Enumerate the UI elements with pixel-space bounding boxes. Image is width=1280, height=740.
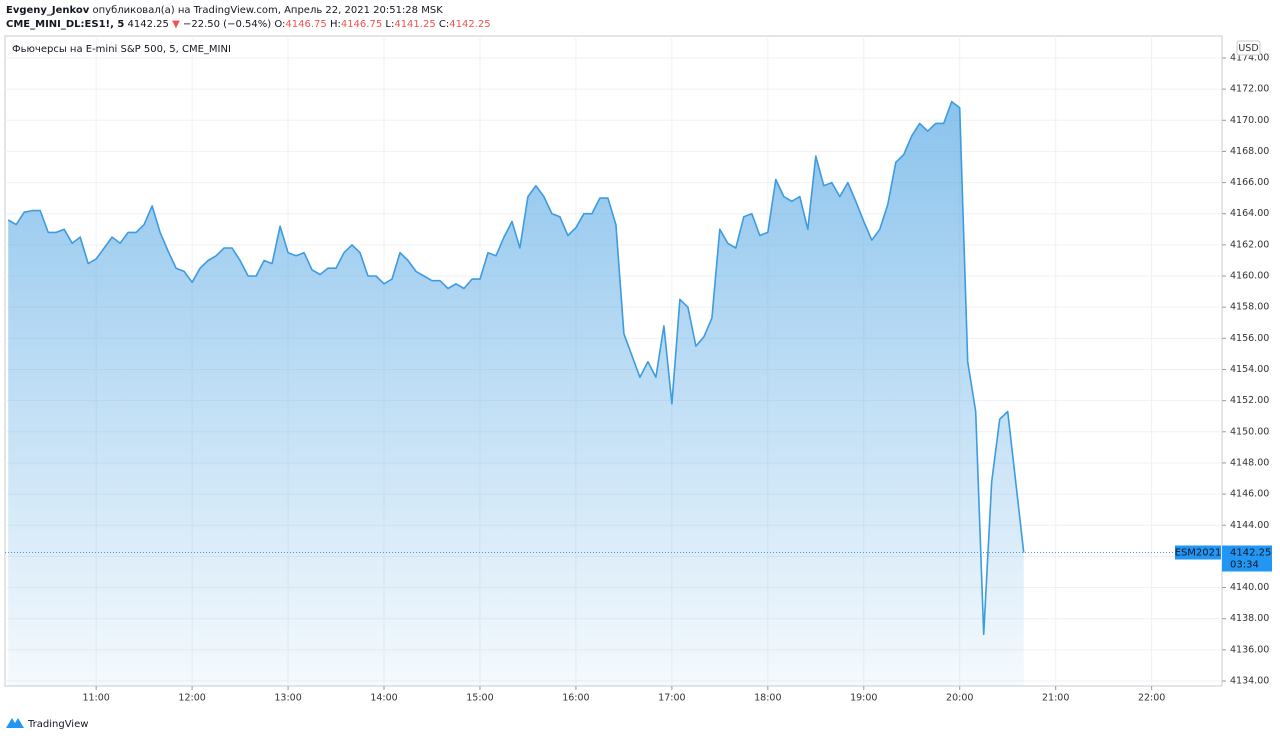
l: 4141.25 (394, 19, 435, 30)
price-label: 4142.25 (1230, 548, 1271, 559)
y-tick-label: 4136.00 (1230, 644, 1269, 655)
y-tick-label: 4144.00 (1230, 520, 1269, 531)
y-tick-label: 4160.00 (1230, 271, 1269, 282)
x-tick-label: 15:00 (466, 693, 493, 704)
symbol-tag (1175, 545, 1221, 560)
c-label: C: (439, 19, 449, 30)
x-tick-label: 19:00 (850, 693, 877, 704)
c: 4142.25 (449, 19, 490, 30)
y-tick-label: 4146.00 (1230, 489, 1269, 500)
o-label: O: (274, 19, 285, 30)
o: 4146.75 (285, 19, 326, 30)
y-tick-label: 4150.00 (1230, 426, 1269, 437)
y-tick-label: 4148.00 (1230, 457, 1269, 468)
y-tick-label: 4154.00 (1230, 364, 1269, 375)
change: −22.50 (−0.54%) (183, 19, 271, 30)
y-tick-label: 4134.00 (1230, 676, 1269, 687)
symbol: CME_MINI_DL:ES1!, 5 (6, 19, 124, 30)
brand: TradingView (27, 719, 88, 730)
x-tick-label: 21:00 (1042, 693, 1069, 704)
y-tick-label: 4158.00 (1230, 302, 1269, 313)
y-tick-label: 4172.00 (1230, 84, 1269, 95)
currency-box (1236, 40, 1261, 56)
y-tick-label: 4168.00 (1230, 146, 1269, 157)
x-tick-label: 18:00 (754, 693, 781, 704)
header-line1: Evgeny_Jenkov опубликовал(а) на TradingV… (6, 5, 443, 16)
x-tick-label: 20:00 (946, 693, 973, 704)
x-tick-label: 11:00 (82, 693, 109, 704)
currency: USD (1238, 43, 1258, 54)
area-fill (8, 101, 1024, 687)
price: 4142.25 (128, 19, 169, 30)
y-tick-label: 4174.00 (1230, 52, 1269, 63)
published: опубликовал(а) на TradingView.com, Апрел… (93, 5, 444, 16)
y-tick-label: 4166.00 (1230, 177, 1269, 188)
chart-title: Фьючерсы на E-mini S&P 500, 5, CME_MINI (12, 44, 231, 55)
x-tick-label: 13:00 (274, 693, 301, 704)
x-tick-label: 12:00 (178, 693, 205, 704)
symbol-label: ESM2021 (1175, 548, 1222, 559)
x-tick-label: 16:00 (562, 693, 589, 704)
y-tick-label: 4152.00 (1230, 395, 1269, 406)
y-tick-label: 4162.00 (1230, 239, 1269, 250)
logo (6, 718, 24, 728)
countdown-label: 03:34 (1230, 560, 1259, 571)
y-tick-label: 4140.00 (1230, 582, 1269, 593)
author: Evgeny_Jenkov (6, 5, 90, 16)
l-label: L: (385, 19, 394, 30)
y-tick-label: 4138.00 (1230, 613, 1269, 624)
h-label: H: (330, 19, 341, 30)
y-tick-label: 4170.00 (1230, 115, 1269, 126)
price-tag (1222, 545, 1272, 572)
price-line (7, 100, 1025, 636)
arrow: ▼ (172, 19, 180, 30)
h: 4146.75 (341, 19, 382, 30)
footer: TradingView (6, 718, 88, 730)
x-tick-label: 17:00 (658, 693, 685, 704)
x-tick-label: 14:00 (370, 693, 397, 704)
y-tick-label: 4156.00 (1230, 333, 1269, 344)
header-line2: CME_MINI_DL:ES1!, 5 4142.25 ▼ −22.50 (−0… (6, 19, 491, 30)
y-tick-label: 4164.00 (1230, 208, 1269, 219)
x-tick-label: 22:00 (1138, 693, 1165, 704)
